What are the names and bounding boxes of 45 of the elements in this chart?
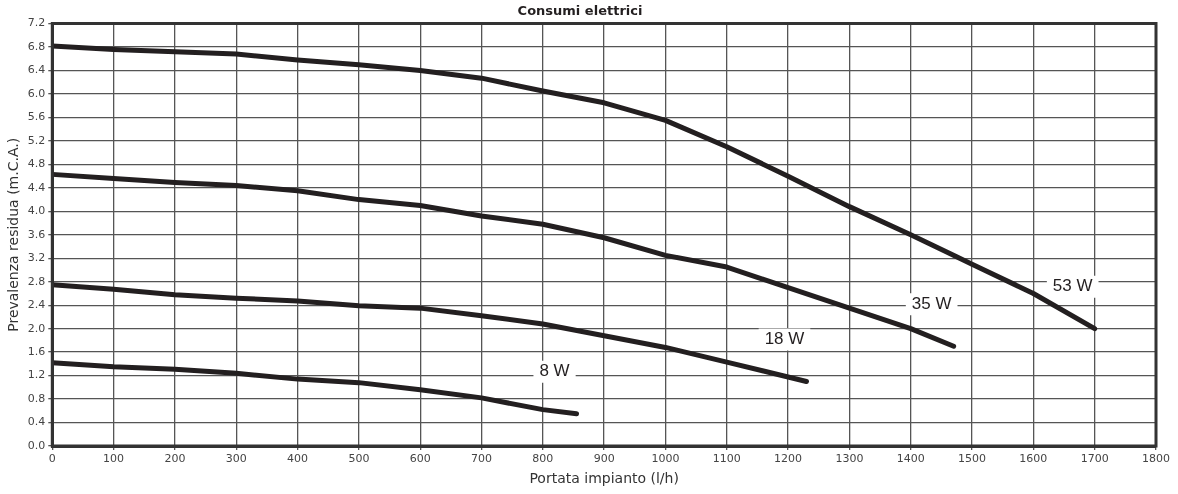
x-tick-label: 100 bbox=[103, 452, 125, 466]
x-tick-label: 300 bbox=[225, 452, 247, 466]
y-tick-label: 3.6 bbox=[27, 227, 46, 241]
y-tick-label: 6.8 bbox=[27, 39, 46, 53]
x-tick-label: 1300 bbox=[835, 452, 864, 466]
y-tick-label: 0.8 bbox=[27, 391, 46, 405]
x-tick-label: 1700 bbox=[1080, 452, 1109, 466]
y-tick-label: 2.0 bbox=[27, 321, 46, 335]
y-tick-label: 3.2 bbox=[27, 251, 46, 265]
y-tick-label: 6.4 bbox=[27, 63, 46, 77]
series-label: 53 W bbox=[1052, 276, 1093, 296]
y-tick-label: 0.4 bbox=[27, 415, 46, 429]
y-tick-label: 0.0 bbox=[27, 438, 46, 452]
y-axis-title: Prevalenza residua (m.C.A.) bbox=[5, 137, 22, 332]
y-tick-label: 4.8 bbox=[27, 157, 46, 171]
x-tick-label: 1600 bbox=[1019, 452, 1048, 466]
series-label: 8 W bbox=[539, 361, 570, 381]
x-tick-label: 1800 bbox=[1142, 452, 1170, 466]
x-tick-label: 1400 bbox=[896, 452, 925, 466]
x-tick-label: 400 bbox=[287, 452, 309, 466]
y-tick-label: 5.2 bbox=[27, 133, 46, 147]
x-tick-label: 800 bbox=[532, 452, 554, 466]
x-axis-title: Portata impianto (l/h) bbox=[529, 470, 679, 487]
x-tick-label: 1100 bbox=[712, 452, 741, 466]
y-tick-label: 2.8 bbox=[27, 274, 46, 288]
y-tick-label: 2.4 bbox=[27, 298, 46, 312]
series-label: 18 W bbox=[764, 329, 805, 349]
y-tick-label: 1.2 bbox=[27, 368, 46, 382]
y-tick-label: 4.4 bbox=[27, 180, 46, 194]
x-tick-label: 1200 bbox=[774, 452, 803, 466]
x-tick-label: 600 bbox=[409, 452, 431, 466]
y-tick-label: 7.2 bbox=[27, 16, 46, 30]
y-tick-label: 4.0 bbox=[27, 204, 46, 218]
x-tick-label: 700 bbox=[471, 452, 493, 466]
chart-title: Consumi elettrici bbox=[517, 3, 643, 19]
x-tick-label: 1000 bbox=[651, 452, 680, 466]
y-tick-label: 5.6 bbox=[27, 110, 46, 124]
y-tick-label: 1.6 bbox=[27, 344, 46, 358]
x-tick-label: 200 bbox=[164, 452, 186, 466]
x-tick-label: 900 bbox=[593, 452, 615, 466]
x-tick-label: 500 bbox=[348, 452, 370, 466]
x-tick-label: 1500 bbox=[958, 452, 987, 466]
y-tick-label: 6.0 bbox=[27, 86, 46, 100]
series-label: 35 W bbox=[911, 293, 952, 313]
x-tick-label: 0 bbox=[48, 452, 56, 466]
